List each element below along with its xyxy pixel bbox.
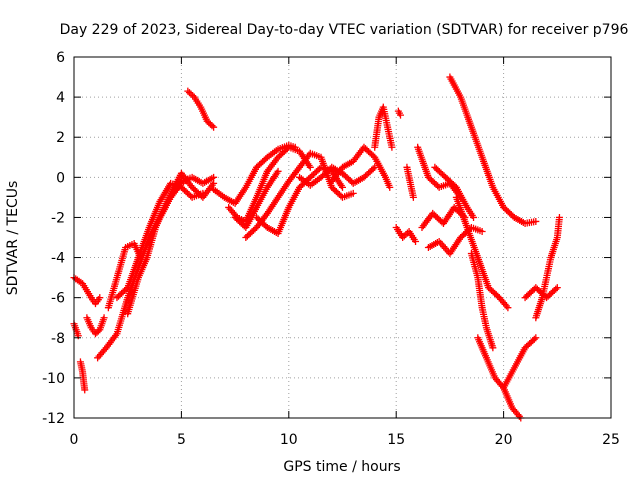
data-point-marker: [184, 87, 192, 95]
data-marks: [70, 73, 563, 422]
x-axis-label: GPS time / hours: [283, 459, 400, 475]
data-point-marker: [388, 143, 396, 151]
data-point-marker: [504, 304, 512, 312]
data-point-marker: [185, 89, 193, 97]
chart-title: Day 229 of 2023, Sidereal Day-to-day VTE…: [60, 22, 629, 38]
data-point-marker: [206, 120, 214, 128]
data-point-marker: [210, 123, 218, 131]
data-point-marker: [409, 193, 417, 201]
data-point-marker: [349, 189, 357, 197]
data-point-marker: [203, 117, 211, 125]
y-tick-label: -4: [51, 251, 65, 267]
plot-frame: [73, 56, 612, 419]
y-tick-label: 2: [56, 130, 65, 146]
data-point-marker: [478, 227, 486, 235]
x-tick-label: 20: [495, 432, 513, 448]
data-point-marker: [232, 212, 240, 220]
data-point-marker: [339, 183, 346, 191]
data-point-marker: [412, 238, 420, 246]
axis-ticks: 0 5 10 15 20 25 -12 -10 -8 -6 -4 -2 0 2 4 6: [42, 50, 620, 448]
data-point-marker: [400, 232, 408, 240]
data-point-marker: [210, 173, 218, 181]
data-point-marker: [81, 386, 89, 394]
y-tick-label: -8: [51, 331, 65, 347]
data-point-marker: [399, 234, 407, 241]
x-tick-label: 5: [177, 432, 186, 448]
grid-lines: [74, 57, 611, 418]
x-tick-label: 0: [70, 432, 79, 448]
data-point-marker: [489, 344, 497, 352]
y-tick-label: 4: [56, 90, 65, 106]
y-tick-label: -6: [51, 291, 65, 307]
data-point-marker: [369, 165, 377, 173]
y-tick-label: -12: [42, 411, 65, 427]
data-point-marker: [96, 294, 104, 302]
data-point-marker: [210, 179, 218, 187]
data-point-marker: [553, 284, 561, 292]
y-tick-label: 6: [56, 50, 65, 66]
data-point-marker: [532, 217, 540, 225]
y-tick-label: -10: [42, 371, 65, 387]
data-point-marker: [205, 119, 213, 127]
x-tick-label: 15: [387, 432, 405, 448]
data-point-marker: [386, 183, 394, 191]
y-axis-label: SDTVAR / TECUs: [5, 181, 21, 296]
data-point-marker: [402, 230, 410, 238]
x-tick-label: 10: [280, 432, 298, 448]
y-tick-label: -2: [51, 210, 65, 226]
data-point-marker: [396, 111, 404, 119]
data-point-marker: [502, 302, 510, 310]
data-point-marker: [532, 334, 540, 342]
data-point-marker: [555, 213, 563, 221]
data-point-marker: [189, 92, 197, 100]
data-point-marker: [515, 412, 523, 420]
data-point-marker: [208, 122, 216, 130]
y-tick-label: 0: [56, 170, 65, 186]
data-point-marker: [552, 285, 560, 293]
data-point-marker: [470, 213, 478, 221]
data-point-marker: [184, 175, 192, 183]
data-point-marker: [187, 90, 195, 98]
data-point-marker: [100, 314, 108, 322]
data-point-marker: [530, 335, 538, 343]
x-tick-label: 25: [602, 432, 620, 448]
data-point-marker: [274, 167, 282, 175]
data-point-marker: [306, 163, 314, 171]
